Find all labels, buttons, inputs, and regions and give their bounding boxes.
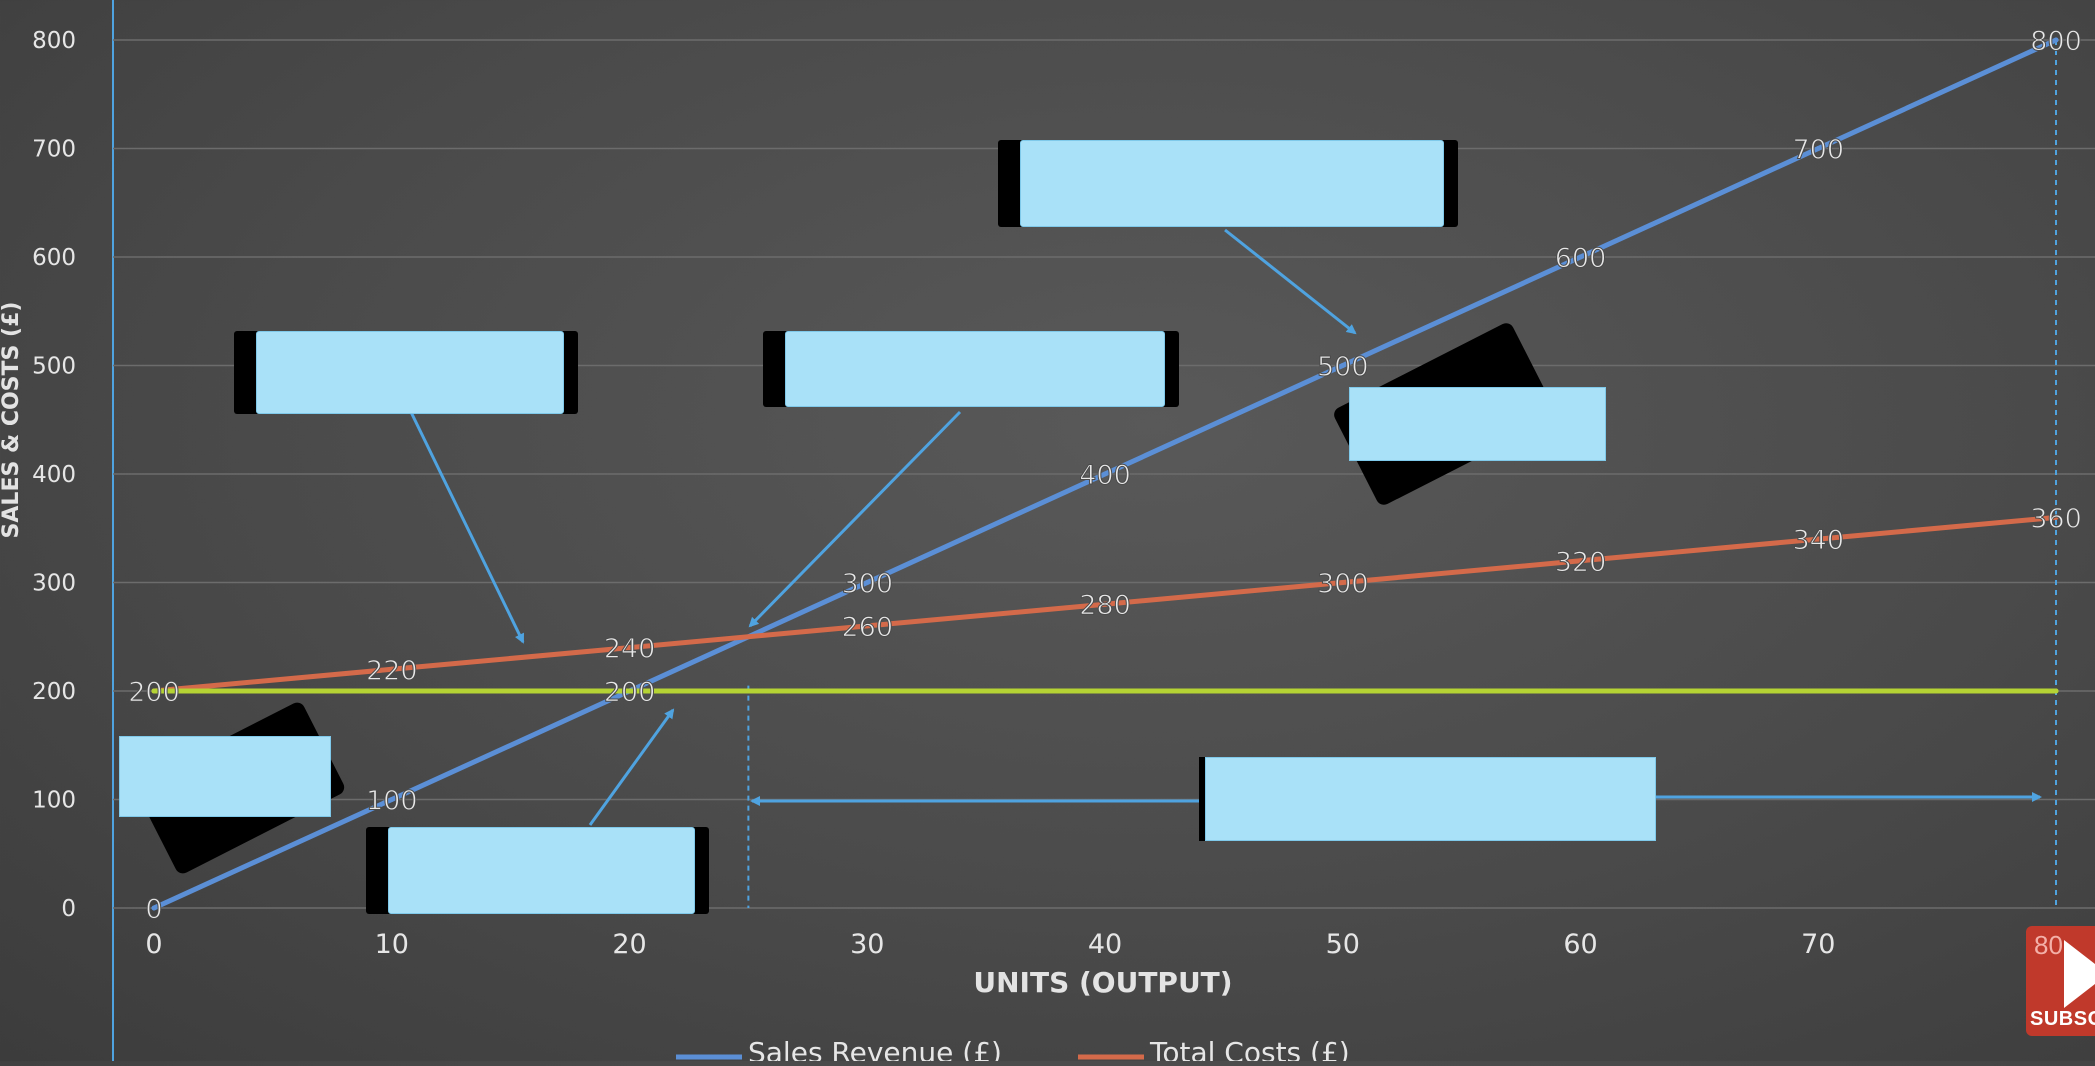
data-point xyxy=(1102,471,1108,477)
y-tick-label: 400 xyxy=(32,462,76,488)
annotation-arrow xyxy=(408,409,525,644)
data-label: 500 xyxy=(1317,352,1369,383)
data-label: 0 xyxy=(145,894,162,925)
data-label: 280 xyxy=(1079,590,1131,621)
series-lines xyxy=(151,37,2059,911)
data-label: 240 xyxy=(604,634,656,665)
subscribe-button[interactable]: 80 SUBSC xyxy=(2026,926,2095,1036)
data-label: 400 xyxy=(1079,460,1131,491)
x-tick-label: 50 xyxy=(1326,929,1360,960)
axis-titles: UNITS (OUTPUT) SALES & COSTS (£) xyxy=(0,302,1233,999)
data-point xyxy=(1578,254,1583,260)
y-axis-ticks: 0 100 200 300 400 500 600 700 800 xyxy=(32,28,76,922)
annotation-arrow xyxy=(588,708,675,826)
y-tick-label: 700 xyxy=(32,137,76,163)
data-point xyxy=(1102,601,1108,607)
x-tick-label: 70 xyxy=(1801,929,1835,960)
data-label: 700 xyxy=(1792,135,1844,166)
x-axis-ticks: 0 10 20 30 40 50 60 70 80 xyxy=(145,929,2073,960)
data-point xyxy=(1340,688,1346,694)
y-tick-label: 0 xyxy=(61,896,76,922)
annotation-box xyxy=(1020,140,1444,227)
data-point xyxy=(864,623,870,629)
data-point xyxy=(2053,688,2059,694)
annotation-arrows xyxy=(408,228,2042,826)
data-point xyxy=(151,688,157,694)
annotation-box xyxy=(388,827,695,914)
play-icon xyxy=(2064,940,2095,1008)
x-axis-title: UNITS (OUTPUT) xyxy=(973,966,1232,999)
annotation-box xyxy=(785,331,1165,407)
annotation-box xyxy=(256,331,564,414)
data-point xyxy=(1102,688,1108,694)
data-point xyxy=(389,688,395,694)
data-point xyxy=(2053,514,2059,520)
annotation-box xyxy=(119,736,331,817)
data-label: 220 xyxy=(366,655,418,686)
y-axis-title: SALES & COSTS (£) xyxy=(0,302,24,539)
y-tick-label: 300 xyxy=(32,571,76,597)
data-point xyxy=(864,688,870,694)
data-point xyxy=(627,688,632,694)
subscribe-peek-label: 80 xyxy=(2034,930,2063,960)
data-point xyxy=(864,580,870,585)
data-label: 200 xyxy=(128,677,180,708)
data-label: 320 xyxy=(1555,547,1607,578)
data-label: 100 xyxy=(366,786,418,817)
legend-label: Sales Revenue (£) xyxy=(748,1036,1002,1061)
x-tick-label: 10 xyxy=(375,929,409,960)
data-label: 300 xyxy=(841,569,893,600)
annotation-arrow xyxy=(748,410,962,628)
annotation-box xyxy=(1349,387,1606,461)
data-label: 800 xyxy=(2030,26,2082,57)
data-point xyxy=(1340,580,1346,585)
y-tick-label: 800 xyxy=(32,28,76,54)
data-point xyxy=(1578,558,1583,564)
data-labels: 0 100 200 300 400 500 600 700 800 200 220 240 260 280… xyxy=(128,26,2083,926)
y-tick-label: 200 xyxy=(32,679,76,705)
x-tick-label: 20 xyxy=(612,929,646,960)
annotation-arrow xyxy=(1224,228,1357,335)
y-tick-label: 500 xyxy=(32,354,76,380)
data-point xyxy=(2053,37,2059,43)
data-point xyxy=(1815,146,1821,151)
data-point xyxy=(1578,688,1583,694)
data-label: 200 xyxy=(604,677,656,708)
legend-label: Total Costs (£) xyxy=(1149,1036,1350,1061)
data-label: 360 xyxy=(2030,503,2082,534)
data-point xyxy=(389,797,395,802)
data-point xyxy=(1815,688,1821,694)
data-label: 260 xyxy=(841,612,893,643)
data-label: 340 xyxy=(1792,525,1844,556)
reference-lines xyxy=(747,40,2057,908)
data-point xyxy=(151,905,157,911)
data-point xyxy=(389,666,395,672)
y-tick-label: 100 xyxy=(32,788,76,814)
annotation-box xyxy=(1205,757,1656,841)
data-label: 300 xyxy=(1317,569,1369,600)
subscribe-label: SUBSC xyxy=(2030,1008,2095,1030)
data-point xyxy=(627,645,632,651)
y-tick-label: 600 xyxy=(32,245,76,271)
x-tick-label: 0 xyxy=(145,929,162,960)
data-point xyxy=(1815,536,1821,542)
x-tick-label: 60 xyxy=(1563,929,1597,960)
legend: Sales Revenue (£) Total Costs (£) xyxy=(676,1036,1350,1066)
data-point xyxy=(1340,363,1346,368)
x-tick-label: 30 xyxy=(850,929,884,960)
data-label: 600 xyxy=(1555,243,1607,274)
x-tick-label: 40 xyxy=(1088,929,1122,960)
